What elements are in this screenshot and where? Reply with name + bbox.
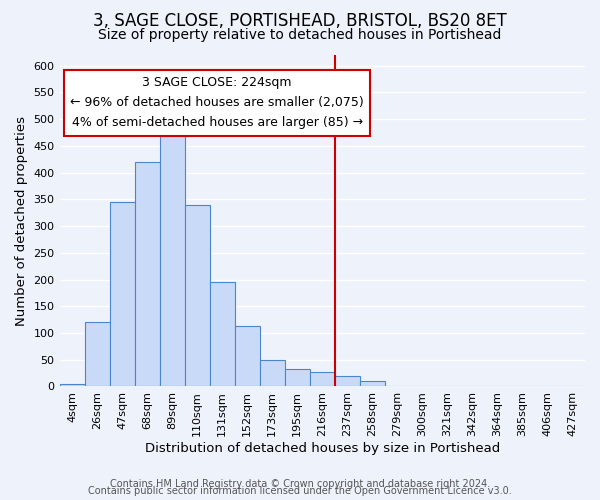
Bar xyxy=(134,162,160,386)
Text: Contains HM Land Registry data © Crown copyright and database right 2024.: Contains HM Land Registry data © Crown c… xyxy=(110,479,490,489)
Bar xyxy=(235,326,260,386)
Text: 3, SAGE CLOSE, PORTISHEAD, BRISTOL, BS20 8ET: 3, SAGE CLOSE, PORTISHEAD, BRISTOL, BS20… xyxy=(93,12,507,30)
Y-axis label: Number of detached properties: Number of detached properties xyxy=(15,116,28,326)
Bar xyxy=(260,360,285,386)
Bar xyxy=(160,124,185,386)
Bar xyxy=(285,369,310,386)
Bar xyxy=(360,381,385,386)
Bar xyxy=(85,322,110,386)
Bar xyxy=(209,282,235,387)
Bar xyxy=(310,372,335,386)
Bar xyxy=(110,202,134,386)
Text: Contains public sector information licensed under the Open Government Licence v3: Contains public sector information licen… xyxy=(88,486,512,496)
Bar xyxy=(185,204,209,386)
Text: 3 SAGE CLOSE: 224sqm
← 96% of detached houses are smaller (2,075)
4% of semi-det: 3 SAGE CLOSE: 224sqm ← 96% of detached h… xyxy=(70,76,364,130)
X-axis label: Distribution of detached houses by size in Portishead: Distribution of detached houses by size … xyxy=(145,442,500,455)
Text: Size of property relative to detached houses in Portishead: Size of property relative to detached ho… xyxy=(98,28,502,42)
Bar xyxy=(59,384,85,386)
Bar xyxy=(335,376,360,386)
